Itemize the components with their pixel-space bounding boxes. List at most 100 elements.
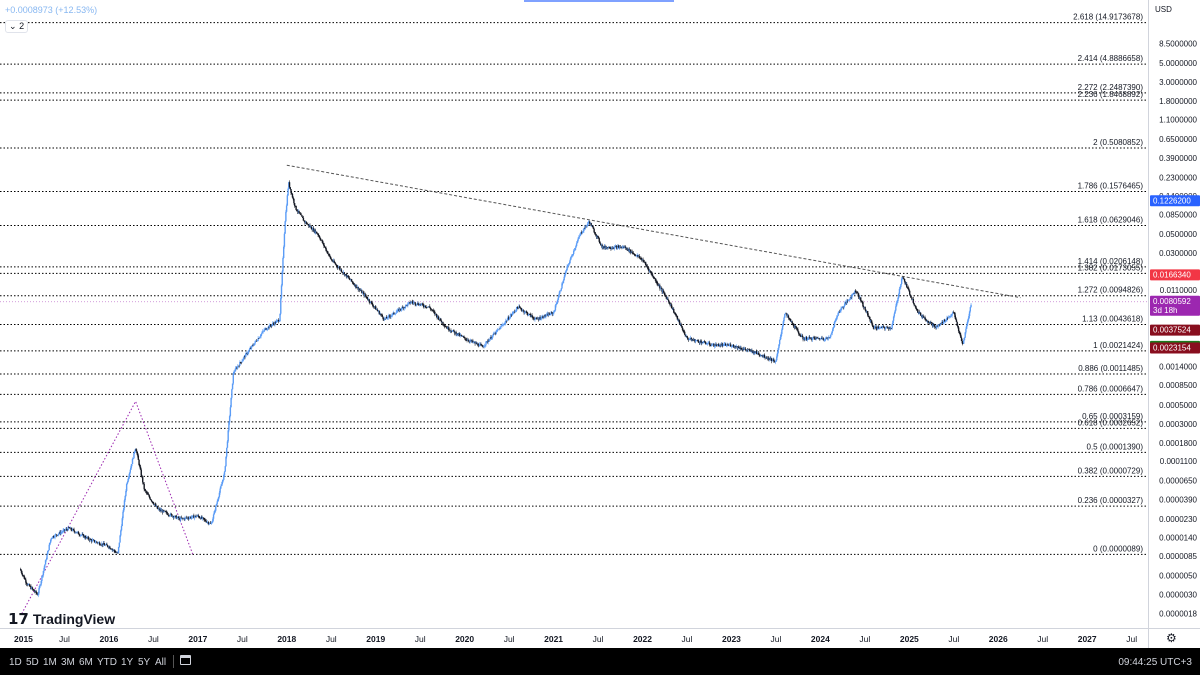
candle-body [358,289,361,291]
candle-body [758,354,760,356]
chart-canvas[interactable]: 2.618 (14.9173678) 2.414 (4.8886658) 2.272… [0,0,1148,628]
candle-body [469,340,471,342]
candle-body [874,326,877,328]
candle-body [816,337,819,339]
candle-body [277,319,280,322]
candle-body [128,476,130,480]
candle-body [89,539,91,541]
candle-body [865,309,867,312]
candle-body [338,267,340,269]
candle-body [661,288,663,292]
candle-body [785,313,787,315]
range-button-3m[interactable]: 3M [61,657,75,668]
candle-body [560,288,562,291]
gear-icon[interactable]: ⚙ [1166,631,1177,645]
candle-body [741,349,744,350]
candle-body [507,317,510,320]
candle-body [386,318,389,319]
price-badge-label: 0.0037524 [1153,326,1191,335]
candle-body [618,246,620,249]
price-axis[interactable]: 8.5000000 5.0000000 3.0000000 1.8000000 1.10… [1148,0,1200,628]
candle-body [44,560,47,565]
candle-body [893,313,896,317]
candle-body [29,586,31,587]
candle-body [381,314,384,317]
candle-body [967,319,969,322]
candle-body [127,479,129,483]
candle-body [495,330,497,334]
candle-body [65,528,67,530]
range-button-6m[interactable]: 6M [79,657,93,668]
range-button-1d[interactable]: 1D [9,657,22,668]
candle-body [581,232,583,234]
candle-body [550,312,552,315]
candle-body [852,294,854,295]
time-tick-label: Jul [859,634,870,644]
fib-level-label: 1.382 (0.0173055) [1078,263,1144,272]
candle-body [161,510,163,511]
candle-body [292,197,294,199]
candle-body [411,301,413,303]
range-button-5y[interactable]: 5Y [138,657,151,668]
candle-body [245,352,248,354]
candle-body [314,229,316,233]
candle-body [638,256,641,258]
range-button-all[interactable]: All [155,657,167,668]
candle-body [326,250,328,252]
candle-body [229,407,232,417]
candle-body [629,249,632,253]
time-tick-label: 2025 [900,634,919,644]
candle-body [226,447,228,457]
candle-body [90,539,92,540]
range-button-ytd[interactable]: YTD [97,657,117,668]
tradingview-logo[interactable]: 𝟭𝟳 TradingView [8,610,115,628]
time-tick-label: 2018 [277,634,296,644]
candle-body [686,335,688,338]
candle-body [551,312,553,313]
candle-body [357,286,359,290]
candle-body [93,539,95,541]
candle-body [715,344,717,346]
range-button-1y[interactable]: 1Y [121,657,134,668]
fib-level-label: 1.414 (0.0206148) [1078,257,1144,266]
indicators-toggle[interactable]: ⌄ 2 [5,20,29,33]
candle-body [589,223,592,225]
candle-body [217,499,219,502]
candle-body [39,584,42,586]
candle-body [310,226,313,230]
candle-body [886,326,888,328]
clock[interactable]: 09:44:25 UTC+3 [1118,657,1192,668]
candle-body [364,294,367,297]
candle-body [278,321,281,322]
chart-plot-area[interactable]: 2.618 (14.9173678) 2.414 (4.8886658) 2.272… [0,0,1148,628]
candle-body [488,339,491,342]
candle-body [246,352,248,355]
candle-body [903,279,906,282]
candle-body [704,341,706,344]
candle-body [239,362,241,366]
candle-body [109,548,112,550]
time-tick-label: Jul [1126,634,1137,644]
fib-level-label: 0.65 (0.0003159) [1082,412,1143,421]
candle-body [257,338,259,341]
candle-body [511,313,514,316]
range-button-1m[interactable]: 1M [43,657,57,668]
candle-body [68,527,70,528]
candle-body [730,346,733,348]
candle-body [277,319,279,321]
price-tick-label: 0.0008500 [1159,381,1197,390]
range-button-5d[interactable]: 5D [26,657,39,668]
candle-body [20,570,23,573]
calendar-icon[interactable] [180,655,191,665]
candle-body [695,340,698,342]
candle-body [98,542,101,545]
candle-body [537,318,539,320]
candle-body [315,231,318,234]
candle-body [62,530,64,532]
candle-body [553,310,556,312]
candle-body [694,339,696,342]
candle-body [353,283,355,285]
time-axis[interactable]: 2015 Jul 2016 Jul 2017 Jul 2018 Jul 2019 Jul 2020 J… [0,628,1148,649]
axis-settings[interactable]: ⚙ [1148,628,1200,649]
currency-label[interactable]: USD [1155,5,1172,14]
